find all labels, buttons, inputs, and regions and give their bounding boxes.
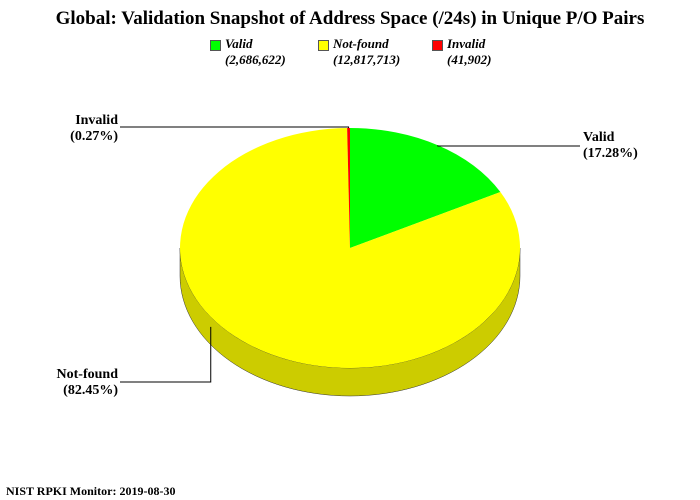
leader-lines	[120, 126, 580, 383]
legend: Valid (2,686,622) Not-found (12,817,713)…	[0, 36, 700, 70]
legend-count-valid: (2,686,622)	[225, 52, 286, 67]
leader-line-not-found	[120, 326, 212, 383]
legend-swatch-not-found	[318, 40, 329, 51]
slice-label-valid-percent: (17.28%)	[583, 146, 638, 161]
pie-slice-not-found	[180, 128, 521, 369]
slice-label-valid-name: Valid	[583, 130, 615, 145]
footer-caption: NIST RPKI Monitor: 2019-08-30	[6, 484, 176, 498]
slice-label-valid: Valid (17.28%)	[583, 130, 638, 162]
slice-label-invalid-percent: (0.27%)	[70, 129, 118, 144]
slice-label-not-found-percent: (82.45%)	[63, 383, 118, 398]
legend-count-not-found: (12,817,713)	[333, 52, 401, 67]
legend-count-invalid: (41,902)	[447, 52, 492, 67]
slice-label-not-found: Not-found (82.45%)	[30, 367, 118, 399]
slice-label-not-found-name: Not-found	[56, 367, 118, 382]
slice-label-invalid: Invalid (0.27%)	[30, 113, 118, 145]
pie-slice-invalid	[347, 128, 350, 248]
legend-label-valid: Valid	[225, 36, 253, 51]
chart-title: Global: Validation Snapshot of Address S…	[55, 8, 645, 29]
leader-line-invalid	[120, 126, 350, 129]
legend-label-not-found: Not-found	[333, 36, 389, 51]
legend-swatch-invalid	[432, 40, 443, 51]
pie-slice-valid	[350, 128, 501, 248]
pie-tops	[180, 128, 521, 369]
legend-label-invalid: Invalid	[447, 36, 486, 51]
legend-swatch-valid	[210, 40, 221, 51]
leader-line-valid	[437, 145, 580, 147]
slice-label-invalid-name: Invalid	[75, 113, 118, 128]
